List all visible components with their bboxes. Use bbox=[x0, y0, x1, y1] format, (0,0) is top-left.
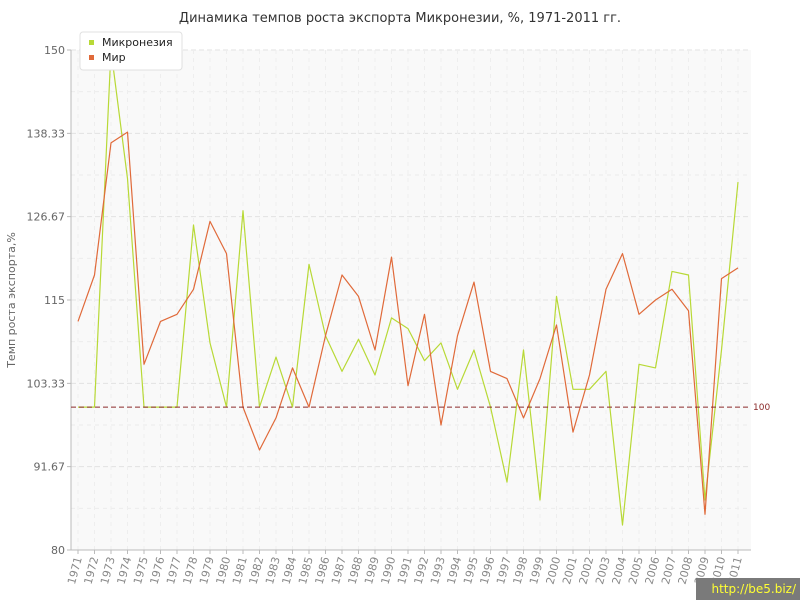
y-tick-label: 150 bbox=[44, 44, 65, 57]
watermark: http://be5.biz/ bbox=[696, 578, 800, 600]
chart-title: Динамика темпов роста экспорта Микронези… bbox=[179, 11, 621, 26]
y-tick-label: 91.67 bbox=[34, 461, 66, 474]
reference-line-label: 100 bbox=[753, 403, 770, 413]
y-tick-label: 103.33 bbox=[27, 377, 66, 390]
y-tick-label: 126.67 bbox=[27, 211, 66, 224]
legend-box bbox=[79, 31, 183, 71]
y-tick-label: 138.33 bbox=[27, 127, 66, 140]
y-tick-label: 115 bbox=[44, 294, 65, 307]
legend-label-1: Мир bbox=[102, 51, 126, 64]
legend-swatch-0 bbox=[89, 40, 94, 45]
series-line-0 bbox=[78, 49, 739, 526]
legend: Микронезия Мир bbox=[79, 31, 183, 71]
series-group bbox=[77, 49, 739, 526]
legend-swatch-1 bbox=[89, 55, 94, 60]
y-tick-label: 80 bbox=[51, 544, 65, 557]
reference-line-group: 100 bbox=[71, 403, 770, 413]
grid bbox=[71, 49, 751, 551]
series-line-1 bbox=[77, 131, 739, 515]
y-axis-label: Темп роста экспорта,% bbox=[5, 232, 18, 369]
legend-label-0: Микронезия bbox=[102, 36, 173, 49]
